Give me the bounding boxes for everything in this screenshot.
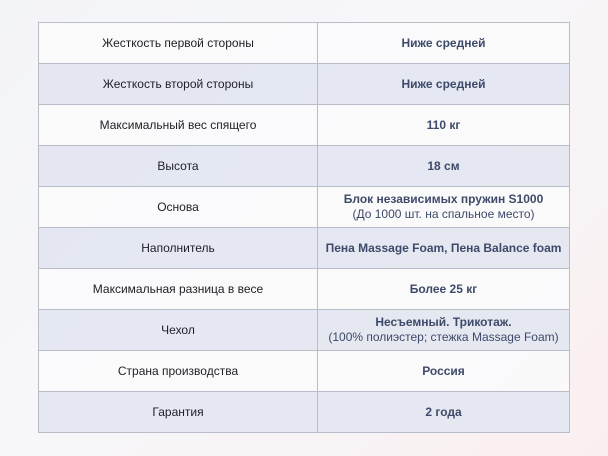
spec-label: Максимальная разница в весе — [38, 268, 318, 310]
table-row: Максимальная разница в весе Более 25 кг — [38, 268, 570, 310]
spec-value-cell: 110 кг — [317, 104, 570, 146]
specs-table: Жесткость первой стороны Ниже средней Жест… — [38, 22, 570, 433]
spec-value-cell: Несъемный. Трикотаж. (100% полиэстер; сте… — [317, 309, 570, 351]
spec-value-cell: 18 см — [317, 145, 570, 187]
spec-note: (100% полиэстер; стежка Massage Foam) — [328, 330, 559, 344]
spec-value-cell: Россия — [317, 350, 570, 392]
spec-value: Ниже средней — [401, 35, 486, 50]
spec-note: (До 1000 шт. на спальное место) — [352, 207, 535, 221]
spec-value: Россия — [422, 363, 465, 378]
table-row: Чехол Несъемный. Трикотаж. (100% полиэстер… — [38, 309, 570, 351]
spec-value: Более 25 кг — [409, 281, 478, 296]
spec-value-cell: Ниже средней — [317, 22, 570, 64]
table-row: Страна производства Россия — [38, 350, 570, 392]
spec-label: Максимальный вес спящего — [38, 104, 318, 146]
spec-value: Несъемный. Трикотаж. — [375, 315, 512, 329]
spec-value-cell: 2 года — [317, 391, 570, 433]
table-row: Наполнитель Пена Massage Foam, Пена Balan… — [38, 227, 570, 269]
spec-value: Пена Massage Foam, Пена Balance foam — [325, 240, 562, 255]
spec-value: 110 кг — [426, 117, 461, 132]
spec-label: Страна производства — [38, 350, 318, 392]
table-row: Высота 18 см — [38, 145, 570, 187]
spec-value: Ниже средней — [401, 76, 486, 91]
spec-value-cell: Ниже средней — [317, 63, 570, 105]
spec-label: Основа — [38, 186, 318, 228]
table-row: Гарантия 2 года — [38, 391, 570, 433]
spec-value: 2 года — [425, 404, 462, 419]
spec-label: Высота — [38, 145, 318, 187]
table-row: Максимальный вес спящего 110 кг — [38, 104, 570, 146]
spec-value-cell: Блок независимых пружин S1000 (До 1000 шт… — [317, 186, 570, 228]
table-row: Жесткость первой стороны Ниже средней — [38, 22, 570, 64]
spec-value-cell: Более 25 кг — [317, 268, 570, 310]
spec-label: Жесткость первой стороны — [38, 22, 318, 64]
spec-value: Блок независимых пружин S1000 — [343, 192, 544, 206]
spec-value-cell: Пена Massage Foam, Пена Balance foam — [317, 227, 570, 269]
spec-value: 18 см — [427, 158, 460, 173]
spec-label: Жесткость второй стороны — [38, 63, 318, 105]
spec-label: Чехол — [38, 309, 318, 351]
spec-label: Гарантия — [38, 391, 318, 433]
spec-label: Наполнитель — [38, 227, 318, 269]
table-row: Жесткость второй стороны Ниже средней — [38, 63, 570, 105]
table-row: Основа Блок независимых пружин S1000 (До 1… — [38, 186, 570, 228]
